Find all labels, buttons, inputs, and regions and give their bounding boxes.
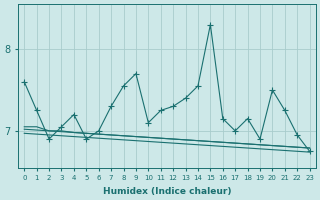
X-axis label: Humidex (Indice chaleur): Humidex (Indice chaleur) [103, 187, 231, 196]
